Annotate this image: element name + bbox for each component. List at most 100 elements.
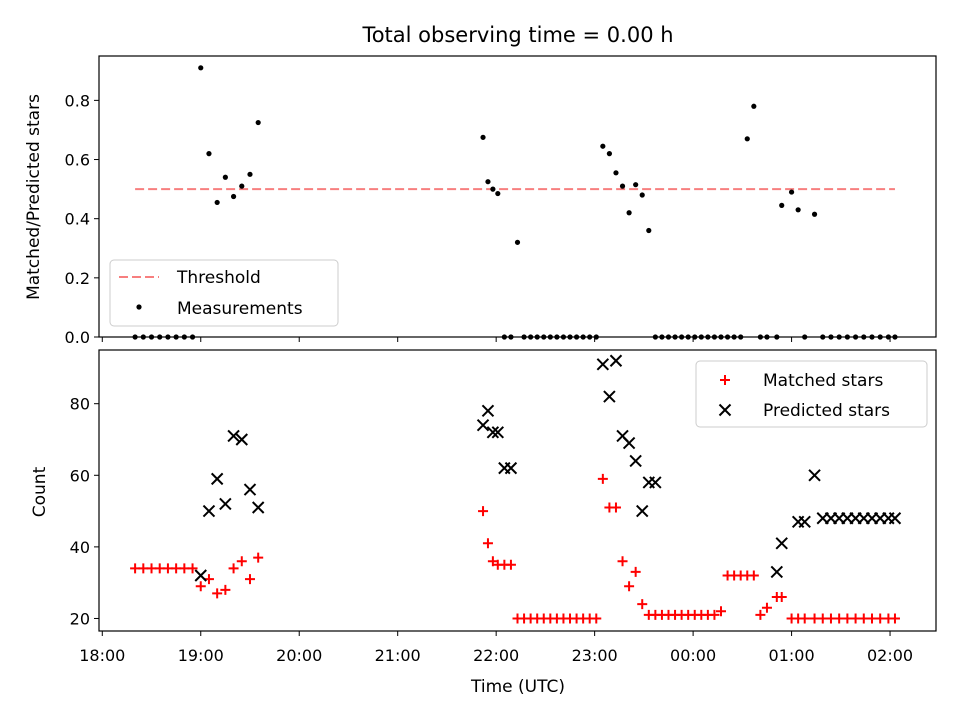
measurement-point bbox=[132, 334, 138, 340]
predicted-star-point bbox=[202, 504, 216, 518]
measurement-point bbox=[659, 334, 665, 340]
measurement-point bbox=[751, 103, 757, 109]
measurement-point bbox=[247, 171, 253, 177]
measurement-point bbox=[613, 170, 619, 176]
matched-star-point bbox=[617, 556, 628, 567]
bottom-x-tick-label: 18:00 bbox=[79, 646, 125, 665]
measurement-point bbox=[633, 182, 639, 188]
measurement-point bbox=[560, 334, 567, 340]
measurement-point bbox=[619, 183, 626, 189]
measurement-point bbox=[685, 334, 691, 340]
measurement-point bbox=[639, 192, 645, 198]
matched-star-point bbox=[482, 538, 493, 549]
measurement-point bbox=[485, 179, 491, 185]
predicted-star-point bbox=[622, 436, 636, 450]
predicted-star-point bbox=[596, 358, 610, 371]
measurement-point bbox=[861, 334, 867, 340]
legend-measurements-swatch bbox=[136, 304, 142, 310]
measurement-point bbox=[593, 334, 599, 340]
measurement-point bbox=[214, 199, 220, 206]
measurement-point bbox=[788, 189, 795, 195]
measurement-point bbox=[573, 334, 580, 340]
bottom-x-tick-label: 23:00 bbox=[572, 646, 618, 665]
measurement-point bbox=[580, 334, 586, 340]
matched-star-point bbox=[755, 609, 766, 620]
measurement-point bbox=[774, 334, 780, 340]
legend-matched-swatch bbox=[720, 375, 730, 385]
measurement-point bbox=[239, 183, 245, 189]
measurement-point bbox=[885, 334, 892, 340]
top-y-axis-label: Matched/Predicted stars bbox=[24, 94, 44, 300]
measurement-point bbox=[255, 119, 261, 126]
matched-star-point bbox=[716, 606, 727, 617]
measurement-point bbox=[587, 334, 593, 340]
bottom-y-tick-label: 60 bbox=[70, 466, 90, 485]
matched-star-point bbox=[187, 563, 198, 574]
predicted-star-point bbox=[504, 461, 518, 475]
matched-star-point bbox=[637, 599, 648, 610]
predicted-star-point bbox=[210, 472, 224, 486]
measurement-point bbox=[554, 334, 560, 340]
measurement-point bbox=[877, 334, 883, 340]
top-y-tick-label: 0.0 bbox=[65, 328, 90, 347]
top-plot: 0.0 0.2 0.4 0.6 0.8 Threshold Measurements bbox=[65, 55, 937, 347]
measurement-point bbox=[802, 334, 808, 340]
matched-star-point bbox=[212, 588, 223, 599]
predicted-star-point bbox=[649, 476, 662, 489]
bottom-plot: 20 40 60 80 18:00 19:00 20:00 21:00 22:00 23:00 00… bbox=[70, 349, 937, 665]
measurement-point bbox=[869, 334, 875, 340]
measurement-point bbox=[852, 334, 859, 340]
measurement-point bbox=[795, 207, 801, 213]
predicted-star-point bbox=[798, 515, 811, 529]
bottom-legend-box bbox=[695, 360, 928, 428]
bottom-y-tick-label: 80 bbox=[70, 395, 90, 414]
matched-star-point bbox=[709, 609, 720, 620]
measurement-point bbox=[892, 334, 898, 340]
chart-title: Total observing time = 0.00 h bbox=[361, 23, 673, 47]
predicted-star-point bbox=[491, 426, 505, 439]
matched-star-point bbox=[799, 613, 810, 624]
measurement-point bbox=[514, 239, 521, 245]
top-y-tick-label: 0.6 bbox=[65, 151, 90, 170]
measurement-point bbox=[764, 334, 770, 340]
measurement-point bbox=[698, 334, 704, 340]
measurement-point bbox=[140, 334, 146, 340]
matched-star-point bbox=[624, 581, 635, 592]
measurement-point bbox=[779, 202, 785, 208]
measurement-point bbox=[836, 334, 842, 340]
legend-matched-label: Matched stars bbox=[763, 371, 883, 391]
measurement-point bbox=[547, 334, 553, 340]
measurement-point bbox=[206, 151, 212, 157]
measurement-point bbox=[844, 334, 850, 340]
predicted-star-point bbox=[227, 429, 240, 443]
top-legend: Threshold Measurements bbox=[109, 259, 339, 327]
measurement-point bbox=[189, 334, 196, 340]
measurement-point bbox=[165, 334, 171, 340]
bottom-x-tick-label: 21:00 bbox=[375, 646, 421, 665]
bottom-x-tick-label: 20:00 bbox=[276, 646, 322, 665]
predicted-star-point bbox=[603, 390, 616, 403]
measurement-point bbox=[820, 334, 826, 340]
measurement-point bbox=[501, 334, 507, 340]
bottom-y-tick-label: 20 bbox=[70, 609, 90, 628]
predicted-star-point bbox=[770, 565, 784, 579]
bottom-legend: Matched stars Predicted stars bbox=[695, 360, 928, 428]
measurement-point bbox=[757, 334, 763, 340]
measurement-point bbox=[157, 334, 163, 340]
measurement-point bbox=[230, 193, 237, 200]
matched-star-point bbox=[244, 574, 255, 585]
top-y-tick-label: 0.8 bbox=[65, 91, 90, 110]
bottom-x-tick-label: 22:00 bbox=[473, 646, 519, 665]
matched-star-point bbox=[591, 613, 602, 624]
measurement-point bbox=[181, 334, 187, 340]
matched-star-point bbox=[505, 559, 516, 570]
measurement-point bbox=[541, 334, 547, 340]
predicted-star-point bbox=[486, 426, 500, 439]
matched-star-point bbox=[597, 473, 608, 484]
measurement-point bbox=[600, 143, 606, 149]
measurement-point bbox=[705, 334, 711, 340]
measurement-point bbox=[508, 334, 514, 340]
measurement-point bbox=[534, 334, 540, 340]
measurement-point bbox=[711, 334, 718, 340]
